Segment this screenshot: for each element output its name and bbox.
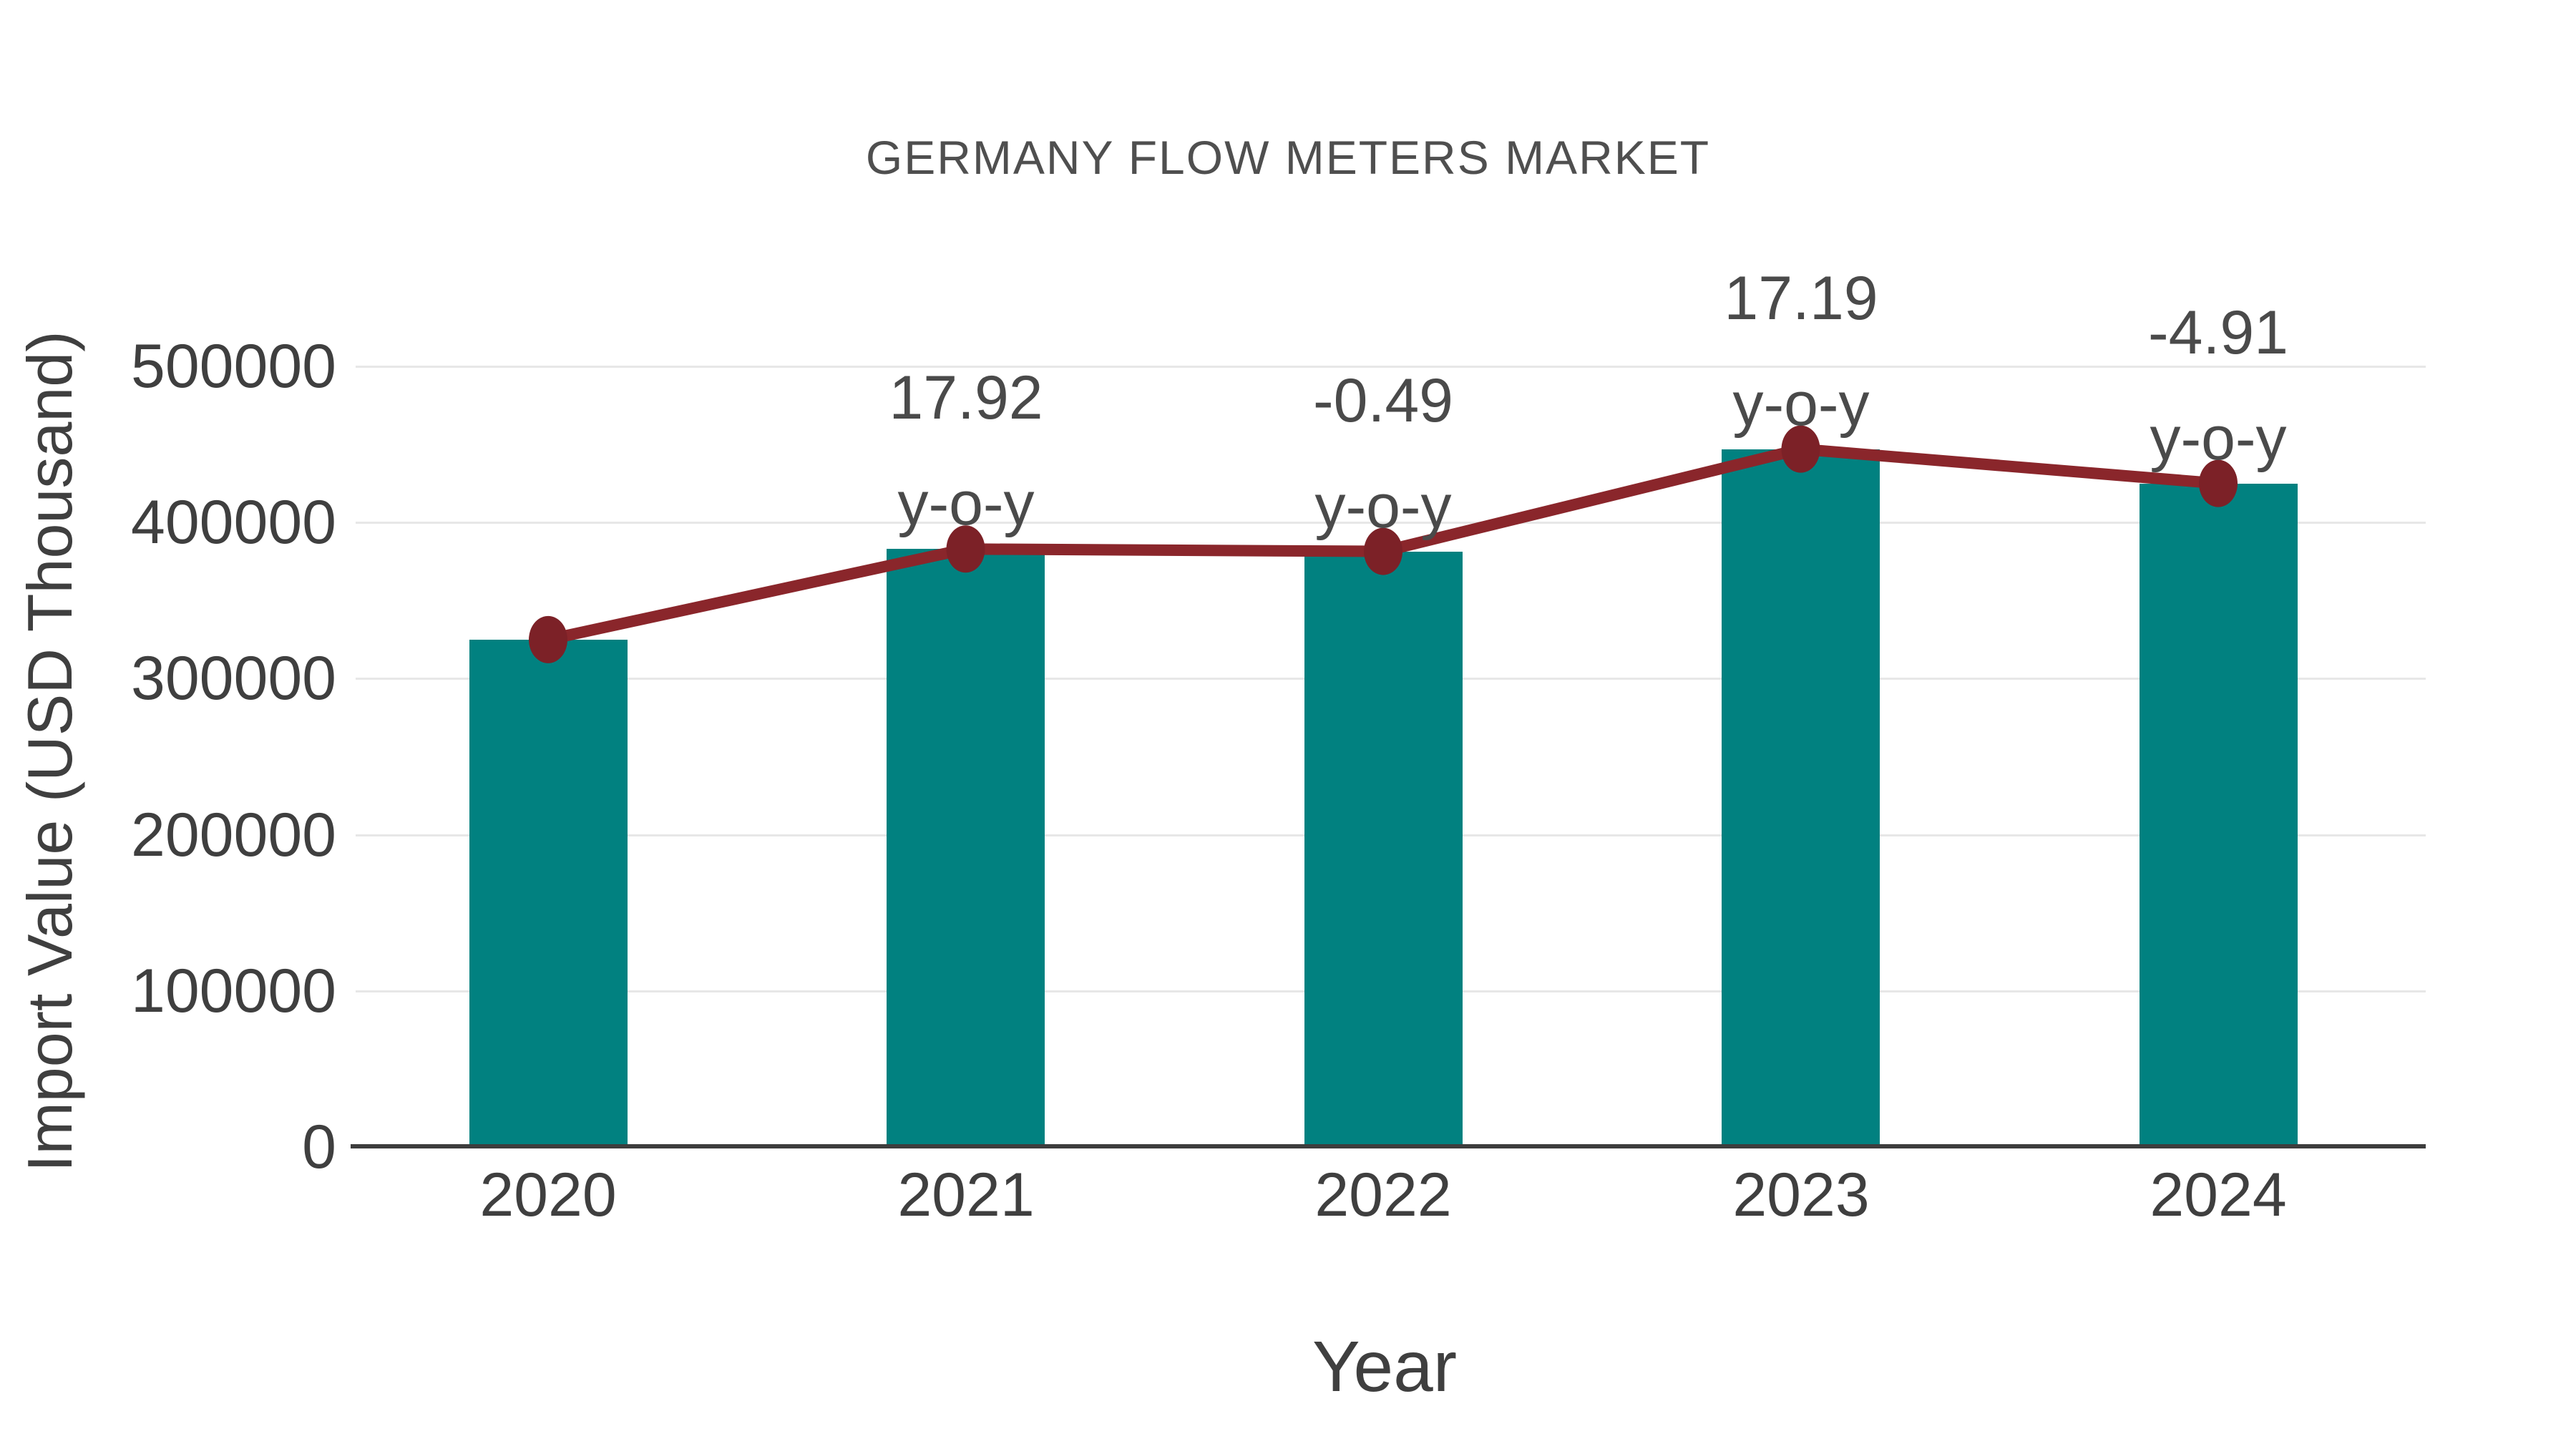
bar-2020 <box>469 640 628 1147</box>
yoy-annotation-2023: 17.19 y-o-y <box>1586 245 2016 457</box>
x-axis-line <box>351 1144 2426 1148</box>
yoy-suffix: y-o-y <box>1732 370 1870 439</box>
yoy-value: -4.91 <box>2147 298 2289 367</box>
line-marker-2020 <box>529 615 567 663</box>
yoy-suffix: y-o-y <box>2150 404 2287 473</box>
x-tick-label-2023: 2023 <box>1732 1161 1870 1229</box>
gridline <box>356 366 2426 368</box>
bar-2023 <box>1722 449 1880 1147</box>
y-tick-label: 300000 <box>131 644 336 713</box>
bar-2024 <box>2140 484 2298 1147</box>
line-marker-2021 <box>946 525 985 573</box>
y-tick-label: 400000 <box>131 488 336 557</box>
x-tick-label-2022: 2022 <box>1314 1161 1452 1229</box>
y-tick-label: 500000 <box>131 332 336 401</box>
yoy-value: 17.92 <box>889 364 1043 432</box>
y-tick-label: 0 <box>302 1113 336 1181</box>
y-tick-label: 100000 <box>131 957 336 1025</box>
chart-title: GERMANY FLOW METERS MARKET <box>865 131 1711 184</box>
line-marker-2022 <box>1364 527 1402 575</box>
yoy-annotation-2021: 17.92 y-o-y <box>751 345 1181 557</box>
x-axis-title: Year <box>1312 1327 1458 1407</box>
yoy-suffix: y-o-y <box>897 469 1035 538</box>
line-marker-2024 <box>2199 459 2238 507</box>
yoy-value: -0.49 <box>1312 366 1454 435</box>
bar-2021 <box>887 549 1045 1147</box>
yoy-suffix: y-o-y <box>1314 472 1452 541</box>
yoy-annotation-2022: -0.49 y-o-y <box>1169 348 1598 560</box>
x-tick-label-2020: 2020 <box>479 1161 617 1229</box>
y-tick-label: 200000 <box>131 801 336 869</box>
line-marker-2023 <box>1781 425 1820 473</box>
x-tick-label-2024: 2024 <box>2150 1161 2287 1229</box>
x-tick-label-2021: 2021 <box>897 1161 1035 1229</box>
yoy-value: 17.19 <box>1724 264 1878 333</box>
gridline <box>356 522 2426 524</box>
yoy-annotation-2024: -4.91 y-o-y <box>2004 280 2433 492</box>
bar-2022 <box>1304 552 1463 1147</box>
